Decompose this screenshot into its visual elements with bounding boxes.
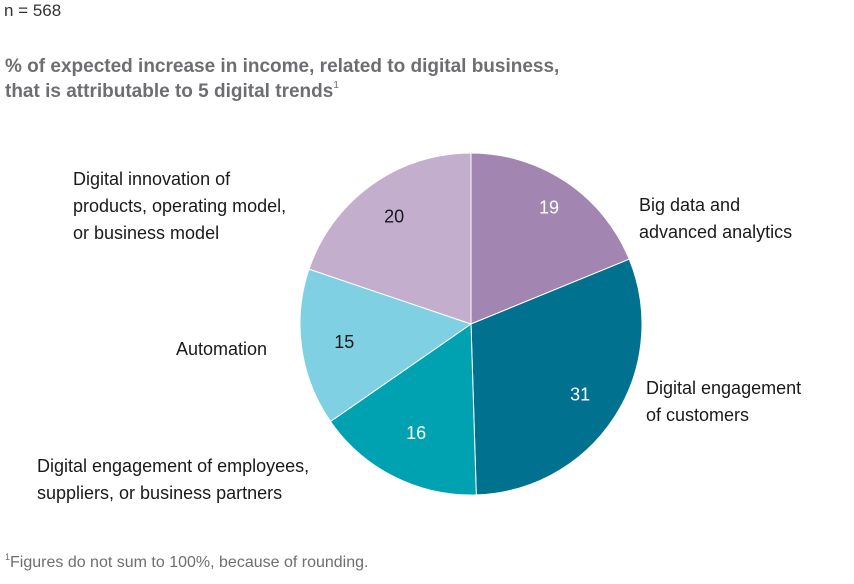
pie-slice-customers	[470, 258, 643, 496]
category-label-employees: Digital engagement of employees, supplie…	[37, 453, 309, 507]
slice-value-big-data: 19	[539, 198, 559, 218]
category-label-customers-line-1: Digital engagement	[646, 378, 802, 398]
footnote-mark: 1	[5, 551, 11, 562]
category-label-big-data-line-1: Big data and	[639, 195, 741, 215]
category-label-big-data: Big data and advanced analytics	[639, 192, 792, 246]
category-label-automation: Automation	[176, 336, 267, 363]
category-label-employees-line-2: suppliers, or business partners	[37, 483, 283, 503]
pie-slice-automation	[299, 268, 473, 423]
footnote: 1Figures do not sum to 100%, because of …	[5, 551, 369, 572]
chart-title: % of expected increase in income, relate…	[5, 54, 559, 104]
chart-title-line-2: that is attributable to 5 digital trends…	[5, 79, 559, 104]
pie-slice-employees	[329, 323, 477, 496]
category-label-innovation: Digital innovation of products, operatin…	[73, 166, 286, 247]
slice-value-innovation: 20	[384, 207, 404, 227]
pie-slice-big-data	[470, 152, 630, 325]
slice-value-employees: 16	[406, 423, 426, 443]
title-footnote-mark: 1	[333, 79, 339, 91]
slice-value-customers: 31	[570, 385, 590, 405]
category-label-innovation-line-3: or business model	[73, 223, 220, 243]
category-label-automation-line-1: Automation	[176, 339, 268, 359]
pie-slice-innovation	[308, 152, 472, 325]
category-label-big-data-line-2: advanced analytics	[639, 222, 793, 242]
sample-size: n = 568	[4, 1, 62, 20]
category-label-employees-line-1: Digital engagement of employees,	[37, 456, 310, 476]
category-label-innovation-line-2: products, operating model,	[73, 196, 287, 216]
footnote-text: Figures do not sum to 100%, because of r…	[10, 554, 369, 571]
chart-title-line-2-text: that is attributable to 5 digital trends	[5, 81, 334, 102]
category-label-customers-line-2: of customers	[646, 405, 750, 425]
slice-value-automation: 15	[334, 332, 354, 352]
category-label-customers: Digital engagement of customers	[646, 375, 801, 429]
chart-title-line-1: % of expected increase in income, relate…	[5, 56, 560, 77]
category-label-innovation-line-1: Digital innovation of	[73, 169, 231, 189]
